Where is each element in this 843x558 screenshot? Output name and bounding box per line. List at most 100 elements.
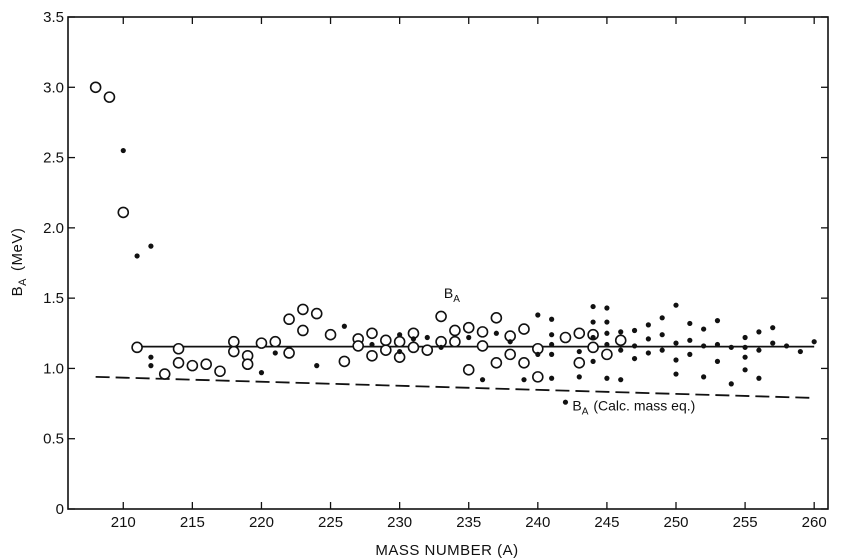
filled-dot-point — [604, 305, 610, 311]
open-circle-point — [407, 341, 420, 354]
open-circle-point — [352, 340, 364, 352]
filled-dot-point — [673, 357, 679, 363]
lines — [95, 345, 815, 399]
open-circle-point — [228, 335, 240, 348]
filled-dot-point — [742, 344, 748, 350]
open-circle-point — [158, 368, 171, 380]
x-ticks: 210 215 220 225 230 235 240 245 250 255 260 — [111, 17, 827, 531]
open-circle-point — [559, 331, 572, 344]
filled-dot-point — [645, 322, 651, 328]
filled-dot-point — [120, 147, 126, 154]
x-axis-title: MASS NUMBER (A) — [375, 542, 518, 558]
annotation-label: BA — [444, 285, 460, 305]
filled-dot-point — [728, 381, 734, 387]
x-tick-label: 210 — [111, 514, 136, 531]
filled-dot-point — [576, 348, 582, 355]
open-circle-point — [117, 206, 130, 219]
filled-dot-point — [493, 330, 499, 336]
y-axis-title-sub: A — [17, 278, 29, 286]
open-circle-point — [504, 348, 516, 361]
open-circle-point — [310, 307, 323, 320]
open-circle-point — [103, 91, 116, 103]
y-tick-label: 1.5 — [43, 290, 64, 307]
filled-dot-point — [258, 370, 265, 376]
open-circle-point — [214, 365, 226, 378]
open-circle-point — [380, 334, 392, 347]
filled-dot-point — [756, 375, 762, 381]
y-tick-label: 0 — [56, 501, 64, 518]
plot-frame — [67, 16, 829, 510]
filled-dot-point — [369, 341, 375, 348]
y-tick-label: 2.0 — [43, 220, 64, 237]
filled-dot-point — [549, 332, 555, 338]
open-circle-point — [476, 340, 489, 352]
filled-dot-point — [728, 344, 734, 350]
filled-dot-point — [659, 347, 665, 353]
filled-dot-point — [314, 363, 320, 369]
filled-dot-point — [549, 316, 555, 322]
svg-text:BA(MeV): BA (MeV) — [9, 228, 29, 297]
filled-dot-point — [590, 334, 596, 341]
calc-mass-eq-line — [95, 375, 815, 399]
open-circle-point — [518, 357, 530, 369]
filled-dot-point — [562, 399, 569, 405]
filled-dot-point — [590, 319, 596, 325]
open-circle-point — [283, 347, 295, 359]
filled-dot-point — [604, 319, 610, 325]
x-tick-label: 230 — [387, 514, 412, 531]
open-circle-point — [89, 81, 102, 94]
x-tick-label: 220 — [249, 514, 274, 531]
filled-dot-point — [673, 371, 679, 377]
open-circle-point — [435, 310, 447, 323]
filled-dot-point — [783, 343, 790, 349]
open-circle-point — [380, 344, 392, 356]
open-circle-point — [324, 328, 337, 341]
open-circle-point — [462, 364, 475, 376]
y-tick-label: 3.0 — [43, 79, 64, 96]
filled-dot-point — [659, 332, 665, 338]
filled-dot-point — [756, 329, 762, 335]
annotation-label: BA (Calc. mass eq.) — [572, 398, 695, 418]
x-tick-label: 235 — [456, 514, 481, 531]
filled-dot-point — [549, 351, 555, 357]
y-axis-title: BA (MeV) — [9, 228, 29, 297]
filled-dot-point — [631, 327, 638, 334]
open-circle-point — [172, 357, 185, 369]
filled-dot-point — [770, 325, 776, 331]
open-circle-point — [573, 357, 586, 369]
filled-dot-point — [424, 334, 430, 341]
filled-dot-point — [148, 363, 154, 369]
filled-dot-point — [645, 336, 651, 342]
open-circle-point — [614, 334, 627, 347]
x-tick-label: 225 — [318, 514, 343, 531]
filled-dot-point — [604, 375, 610, 381]
open-circle-point — [449, 335, 461, 348]
open-circle-point — [421, 344, 434, 356]
filled-dot-point — [341, 323, 347, 329]
open-circle-point — [338, 355, 351, 368]
filled-dot-point — [604, 341, 610, 348]
filled-dot-point — [507, 339, 513, 345]
filled-dot-point — [701, 326, 707, 332]
open-circle-point — [283, 313, 295, 326]
filled-dot-point — [590, 303, 596, 310]
plot-border — [67, 16, 829, 510]
open-circle-point — [518, 323, 530, 335]
filled-dot-point — [673, 340, 679, 346]
points — [89, 81, 817, 405]
y-ticks: 0 0.5 1.0 1.5 2.0 2.5 3.0 3.5 — [43, 9, 828, 518]
filled-dot-point — [521, 377, 527, 383]
filled-dot-point — [631, 355, 638, 362]
filled-dot-point — [410, 336, 417, 342]
filled-dot-point — [479, 377, 486, 383]
filled-dot-point — [148, 243, 154, 249]
filled-dot-point — [701, 343, 707, 349]
filled-dot-point — [797, 348, 803, 355]
filled-dot-point — [701, 374, 707, 380]
filled-dot-point — [535, 351, 541, 357]
filled-dot-point — [618, 347, 624, 353]
x-tick-label: 250 — [663, 514, 688, 531]
open-circle-point — [228, 345, 240, 358]
filled-dot-point — [673, 302, 679, 308]
